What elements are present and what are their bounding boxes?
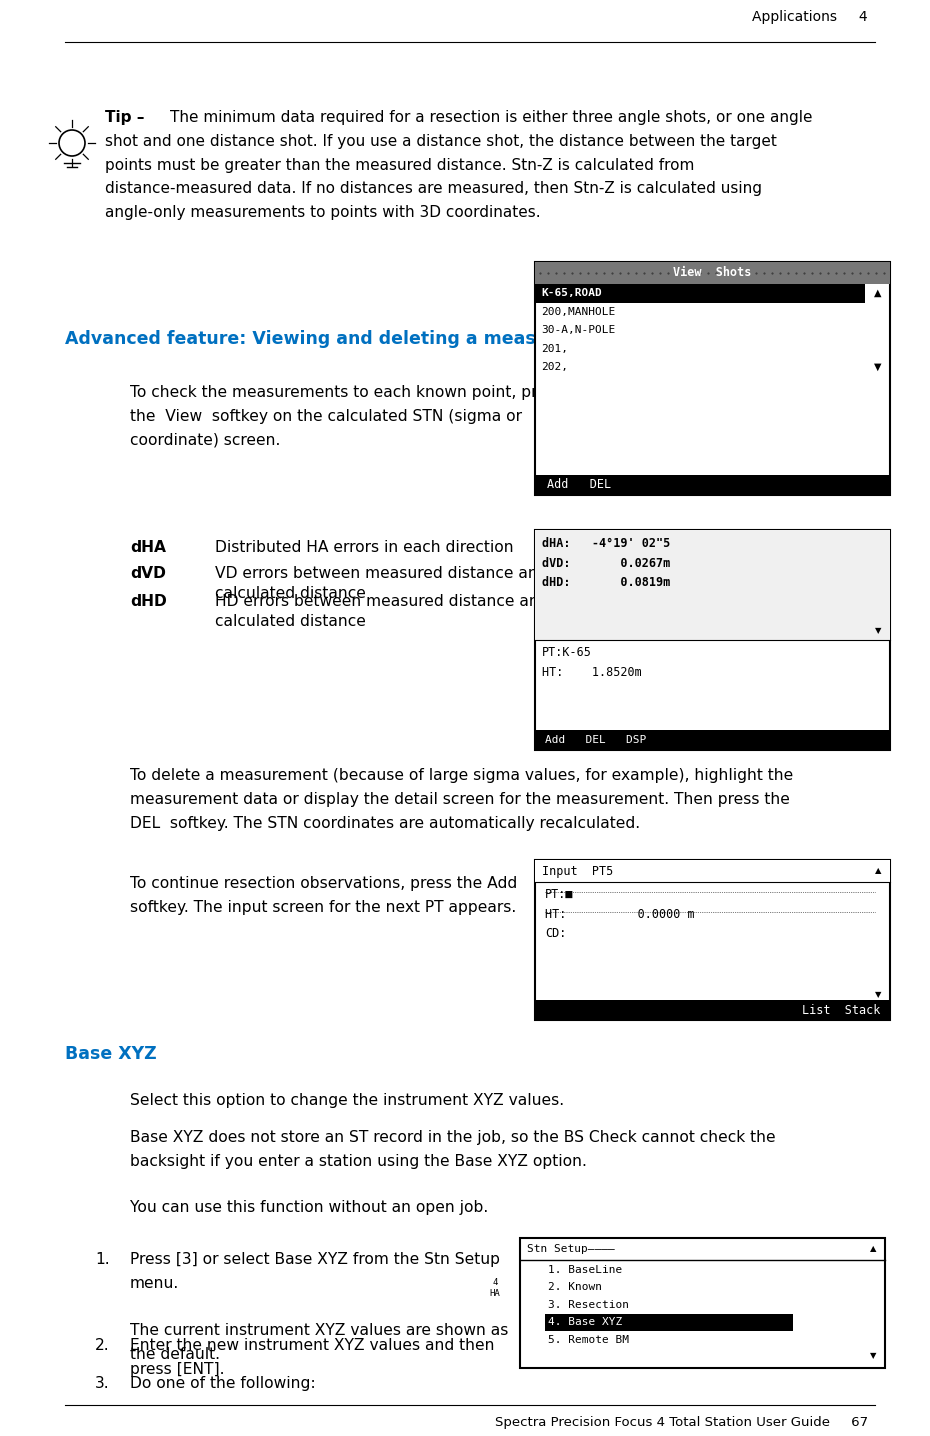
- Text: backsight if you enter a station using the Base XYZ option.: backsight if you enter a station using t…: [130, 1153, 587, 1169]
- Bar: [535, 261, 890, 495]
- Text: Input  PT5: Input PT5: [542, 864, 613, 877]
- Text: View  Shots: View Shots: [673, 267, 751, 280]
- Text: To delete a measurement (because of large sigma values, for example), highlight : To delete a measurement (because of larg…: [130, 768, 793, 783]
- Text: ▼: ▼: [875, 991, 882, 999]
- Text: calculated distance: calculated distance: [215, 615, 365, 629]
- Bar: [535, 530, 890, 750]
- Text: PT:K-65: PT:K-65: [542, 646, 591, 659]
- Text: You can use this function without an open job.: You can use this function without an ope…: [130, 1200, 488, 1215]
- Text: dHD: dHD: [130, 595, 166, 609]
- Bar: [535, 261, 890, 284]
- Text: 4
HA: 4 HA: [489, 1278, 500, 1298]
- Bar: [520, 1238, 885, 1369]
- Text: Press [3] or select Base XYZ from the Stn Setup: Press [3] or select Base XYZ from the St…: [130, 1252, 500, 1267]
- Text: points must be greater than the measured distance. Stn-Z is calculated from: points must be greater than the measured…: [105, 158, 695, 172]
- Text: Stn Setup――――: Stn Setup――――: [527, 1244, 615, 1254]
- Text: ▼: ▼: [874, 362, 882, 372]
- Text: shot and one distance shot. If you use a distance shot, the distance between the: shot and one distance shot. If you use a…: [105, 134, 777, 149]
- Bar: [535, 729, 890, 750]
- Text: PT:■: PT:■: [545, 887, 574, 900]
- Text: dVD: dVD: [130, 566, 166, 580]
- Text: calculated distance: calculated distance: [215, 586, 365, 600]
- Text: Add   DEL: Add DEL: [547, 478, 611, 491]
- Text: dHA: dHA: [130, 540, 166, 554]
- Text: To check the measurements to each known point, press: To check the measurements to each known …: [130, 385, 563, 401]
- Text: distance-measured data. If no distances are measured, then Stn-Z is calculated u: distance-measured data. If no distances …: [105, 181, 762, 197]
- Bar: [535, 284, 865, 303]
- Text: Do one of the following:: Do one of the following:: [130, 1376, 315, 1391]
- Text: Add   DEL   DSP: Add DEL DSP: [545, 735, 646, 745]
- Text: 1. BaseLine: 1. BaseLine: [548, 1265, 622, 1275]
- Text: Distributed HA errors in each direction: Distributed HA errors in each direction: [215, 540, 513, 554]
- Text: HD errors between measured distance and: HD errors between measured distance and: [215, 595, 549, 609]
- Text: HT:          0.0000 m: HT: 0.0000 m: [545, 908, 695, 920]
- Text: coordinate) screen.: coordinate) screen.: [130, 432, 280, 448]
- Text: measurement data or display the detail screen for the measurement. Then press th: measurement data or display the detail s…: [130, 791, 790, 807]
- Text: The minimum data required for a resection is either three angle shots, or one an: The minimum data required for a resectio…: [170, 111, 813, 125]
- Text: K-65,ROAD: K-65,ROAD: [541, 289, 602, 299]
- Text: 3.: 3.: [95, 1376, 110, 1391]
- Text: Base XYZ does not store an ST record in the job, so the BS Check cannot check th: Base XYZ does not store an ST record in …: [130, 1130, 776, 1144]
- Text: dVD:       0.0267m: dVD: 0.0267m: [542, 557, 671, 570]
- Text: DEL  softkey. The STN coordinates are automatically recalculated.: DEL softkey. The STN coordinates are aut…: [130, 816, 640, 830]
- Text: 202,: 202,: [541, 362, 568, 372]
- Text: Spectra Precision Focus 4 Total Station User Guide     67: Spectra Precision Focus 4 Total Station …: [495, 1416, 868, 1429]
- Text: softkey. The input screen for the next PT appears.: softkey. The input screen for the next P…: [130, 900, 516, 915]
- Text: dHD:       0.0819m: dHD: 0.0819m: [542, 576, 671, 589]
- Text: menu.: menu.: [130, 1275, 179, 1291]
- Bar: [535, 475, 890, 495]
- Text: Applications     4: Applications 4: [752, 10, 868, 24]
- Text: Enter the new instrument XYZ values and then: Enter the new instrument XYZ values and …: [130, 1338, 495, 1353]
- Text: 4. Base XYZ: 4. Base XYZ: [548, 1317, 622, 1327]
- Text: To continue resection observations, press the Add: To continue resection observations, pres…: [130, 876, 517, 890]
- Text: ▲: ▲: [875, 866, 882, 876]
- Text: 200,MANHOLE: 200,MANHOLE: [541, 307, 616, 317]
- Text: angle-only measurements to points with 3D coordinates.: angle-only measurements to points with 3…: [105, 205, 540, 220]
- Text: Base XYZ: Base XYZ: [65, 1045, 156, 1063]
- Text: CD:: CD:: [545, 928, 566, 941]
- Text: ▲: ▲: [870, 1245, 876, 1254]
- Text: 3. Resection: 3. Resection: [548, 1300, 629, 1310]
- Text: 30-A,N-POLE: 30-A,N-POLE: [541, 325, 616, 335]
- Text: 2.: 2.: [95, 1338, 110, 1353]
- Text: 5. Remote BM: 5. Remote BM: [548, 1334, 629, 1344]
- Text: Advanced feature: Viewing and deleting a measurement in resection: Advanced feature: Viewing and deleting a…: [65, 330, 741, 348]
- Text: the  View  softkey on the calculated STN (sigma or: the View softkey on the calculated STN (…: [130, 409, 522, 424]
- Text: ▼: ▼: [875, 626, 882, 635]
- Bar: [535, 860, 890, 882]
- Text: ▲: ▲: [874, 289, 882, 299]
- Bar: [535, 999, 890, 1020]
- Text: the default.: the default.: [130, 1347, 220, 1363]
- Text: ▼: ▼: [870, 1351, 876, 1360]
- Text: 2. Known: 2. Known: [548, 1282, 602, 1292]
- Text: List  Stack: List Stack: [802, 1004, 880, 1017]
- Text: press [ENT].: press [ENT].: [130, 1361, 224, 1377]
- Bar: [535, 860, 890, 1020]
- Text: 1.: 1.: [95, 1252, 110, 1267]
- Text: Select this option to change the instrument XYZ values.: Select this option to change the instrum…: [130, 1093, 565, 1109]
- Text: Tip –: Tip –: [105, 111, 150, 125]
- Text: The current instrument XYZ values are shown as: The current instrument XYZ values are sh…: [130, 1324, 509, 1338]
- Bar: [545, 1314, 793, 1331]
- Text: VD errors between measured distance and: VD errors between measured distance and: [215, 566, 548, 580]
- Text: HT:    1.8520m: HT: 1.8520m: [542, 665, 642, 678]
- Text: 201,: 201,: [541, 343, 568, 353]
- Bar: [535, 530, 890, 640]
- Text: dHA:   -4°19' 02"5: dHA: -4°19' 02"5: [542, 537, 671, 550]
